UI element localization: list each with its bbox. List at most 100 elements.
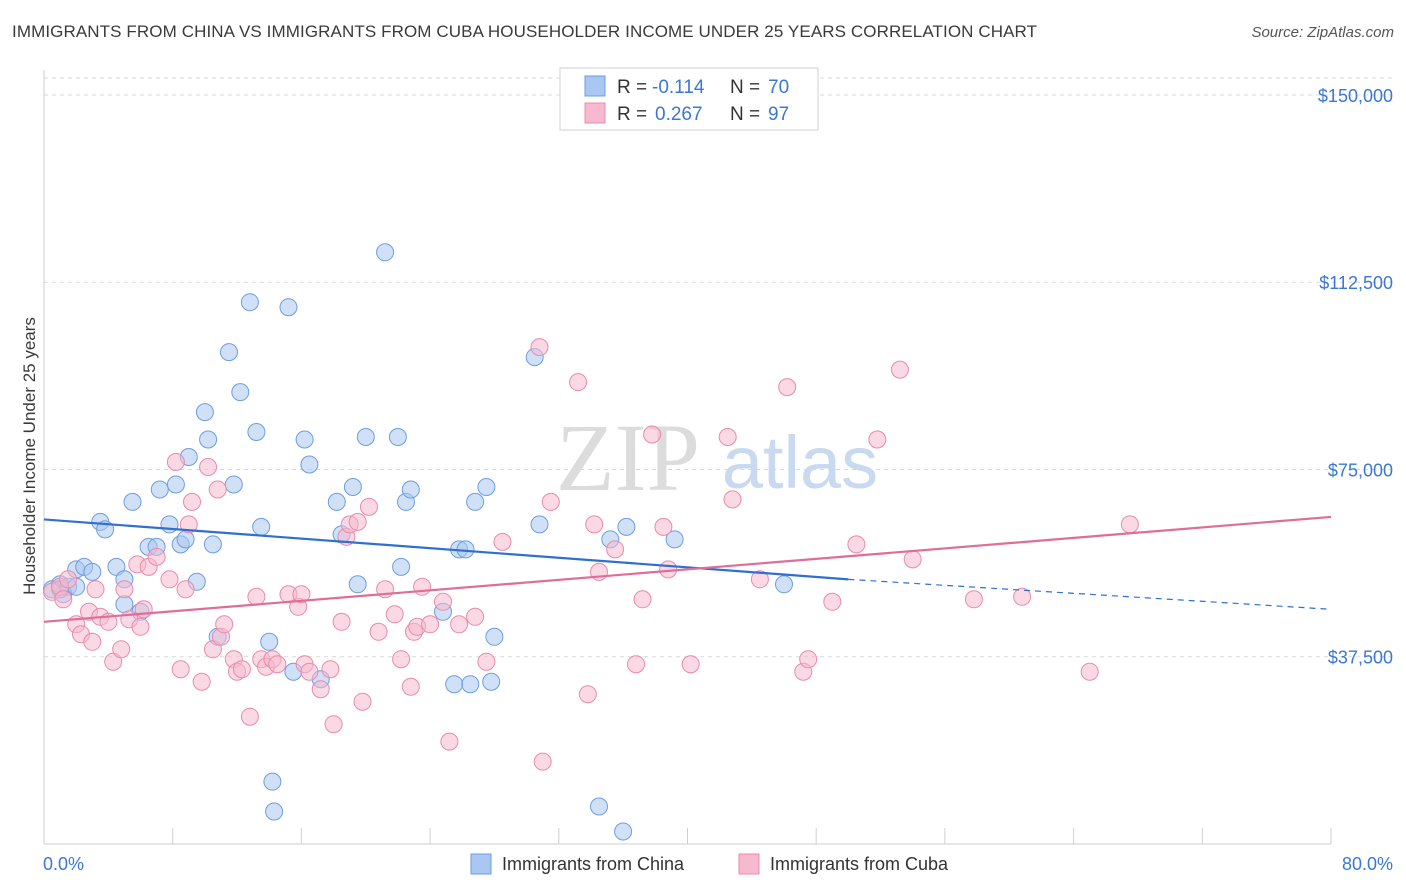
cuba-point [440, 732, 459, 751]
cuba-point [585, 515, 604, 534]
china-point [392, 557, 411, 576]
x-tick-label: 0.0% [43, 854, 84, 874]
cuba-point [208, 480, 227, 499]
china-point [263, 772, 282, 791]
cuba-point [86, 580, 105, 599]
cuba-point [413, 577, 432, 596]
cuba-point [718, 428, 737, 446]
cuba-point [1080, 662, 1099, 681]
china-point [388, 428, 407, 446]
china-point [195, 403, 214, 422]
china-point [530, 515, 549, 534]
china-point [461, 675, 480, 694]
china-point [482, 672, 501, 691]
axes [43, 70, 1332, 845]
legend-r-value-cuba: 0.267 [655, 104, 703, 125]
cuba-point [166, 453, 185, 471]
cuba-point [1013, 587, 1032, 606]
y-tick-label: $150,000 [1318, 86, 1393, 106]
china-point [265, 802, 284, 821]
china-point [150, 480, 169, 499]
cuba-point [421, 615, 440, 634]
china-point [775, 575, 793, 594]
cuba-point [903, 550, 922, 569]
china-point [466, 492, 485, 511]
china-point [160, 515, 179, 534]
series-legend-label-cuba: Immigrants from Cuba [770, 854, 949, 874]
china-point [590, 797, 608, 816]
cuba-point [179, 515, 198, 534]
cuba-point [799, 650, 818, 669]
china-point [477, 478, 496, 496]
cuba-point [311, 680, 330, 699]
cuba-point [332, 612, 351, 631]
cuba-point [868, 430, 887, 449]
watermark: ZIP atlas [556, 404, 878, 511]
china-point [176, 530, 195, 549]
data-points [43, 243, 1139, 841]
china-point [224, 475, 243, 494]
cuba-point [268, 655, 287, 674]
y-tick-label: $75,000 [1328, 460, 1393, 480]
china-point [295, 430, 314, 449]
cuba-point [300, 662, 319, 681]
cuba-point [477, 652, 496, 671]
cuba-point [606, 540, 625, 559]
cuba-point [83, 632, 102, 651]
legend-r-label-china: R = [617, 77, 647, 98]
cuba-point [385, 605, 404, 624]
legend-n-value-cuba: 97 [768, 104, 789, 125]
cuba-point [392, 650, 411, 669]
watermark-atlas: atlas [722, 421, 878, 504]
china-point [123, 492, 142, 511]
legend-r-value-china: -0.114 [652, 77, 705, 98]
china-point [115, 595, 134, 614]
cuba-point [176, 580, 195, 599]
cuba-point [750, 570, 769, 589]
china-trend-extension [848, 578, 1332, 610]
series-legend-label-china: Immigrants from China [502, 854, 685, 874]
cuba-point [112, 640, 131, 659]
cuba-point [353, 692, 372, 711]
cuba-point [324, 715, 343, 734]
cuba-point [434, 592, 452, 611]
cuba-point [569, 373, 588, 392]
cuba-point [192, 672, 211, 691]
china-point [300, 455, 319, 474]
china-point [617, 517, 636, 536]
cuba-point [240, 707, 259, 726]
legend-r-label-cuba: R = [617, 104, 647, 125]
cuba-point [131, 617, 150, 636]
cuba-point [115, 580, 134, 599]
series-legend-swatch-cuba [738, 853, 760, 875]
china-point [220, 343, 238, 362]
cuba-point [171, 660, 190, 679]
china-point [240, 293, 259, 312]
china-point [279, 298, 298, 317]
cuba-point [778, 378, 797, 397]
cuba-point [215, 615, 234, 634]
china-point [614, 822, 633, 841]
cuba-point [847, 535, 866, 554]
legend-swatch-china [584, 75, 606, 97]
china-point [376, 243, 395, 262]
cuba-point [292, 585, 311, 604]
watermark-zip: ZIP [556, 404, 700, 511]
cuba-point [160, 570, 179, 589]
cuba-point [147, 547, 166, 566]
cuba-point [681, 655, 700, 674]
china-point [203, 535, 222, 554]
cuba-point [964, 590, 983, 609]
tick-labels: $37,500 $75,000 $112,500 $150,000 0.0% 80.0% [43, 86, 1393, 874]
cuba-point [643, 425, 662, 444]
legend-n-label-cuba: N = [730, 104, 760, 125]
china-point [343, 478, 362, 496]
cuba-point [533, 752, 552, 771]
legend-swatch-cuba [584, 102, 606, 124]
china-point [252, 517, 271, 536]
cuba-point [493, 532, 512, 551]
legend-n-label-china: N = [730, 77, 760, 98]
source-credit: Source: ZipAtlas.com [1251, 24, 1394, 41]
cuba-point [199, 458, 218, 476]
china-trend-line [43, 518, 849, 581]
